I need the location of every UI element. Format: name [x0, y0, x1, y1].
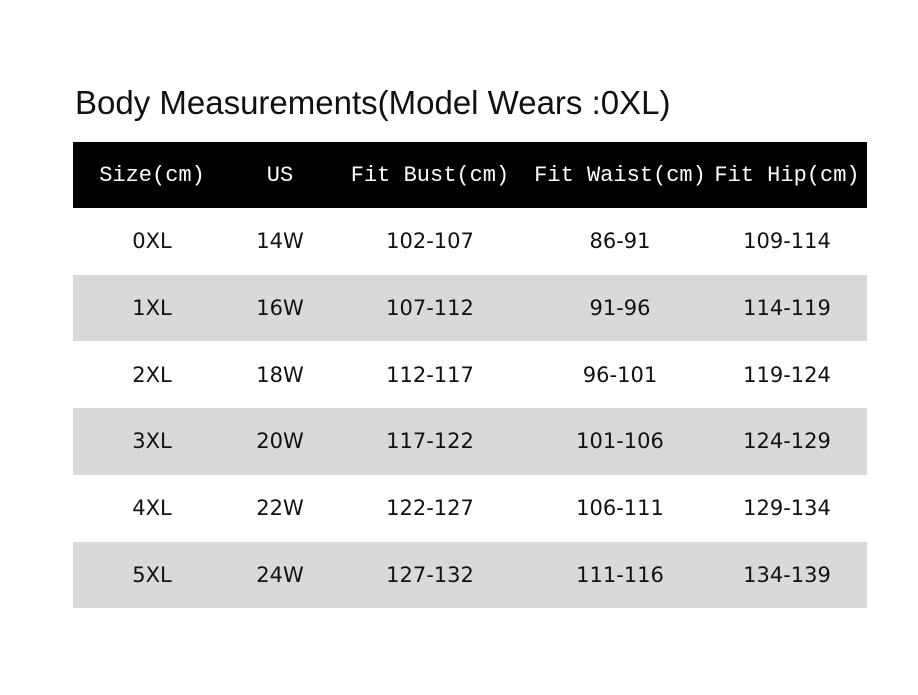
table-cell: 14W	[256, 229, 304, 254]
table-row: 0XL 14W 102-107 86-91 109-114	[73, 208, 867, 275]
header-cell: Size(cm)	[99, 162, 205, 188]
table-cell: 102-107	[386, 229, 474, 254]
table-cell: 109-114	[743, 229, 831, 254]
table-cell: 3XL	[132, 429, 172, 454]
table-row: 5XL 24W 127-132 111-116 134-139	[73, 541, 867, 609]
table-cell: 112-117	[386, 362, 474, 387]
table-row: 1XL 16W 107-112 91-96 114-119	[73, 274, 867, 342]
table-row: 2XL 18W 112-117 96-101 119-124	[73, 341, 867, 408]
table-cell: 16W	[256, 296, 304, 321]
table-cell: 5XL	[132, 562, 172, 587]
table-cell: 114-119	[743, 296, 831, 321]
table-cell: 129-134	[743, 496, 831, 521]
table-cell: 24W	[256, 562, 304, 587]
table-cell: 134-139	[743, 562, 831, 587]
chart-title: Body Measurements(Model Wears :0XL)	[75, 84, 671, 121]
table-cell: 117-122	[386, 429, 474, 454]
header-cell: Fit Waist(cm)	[534, 162, 706, 188]
header-cell: Fit Bust(cm)	[350, 162, 510, 188]
table-cell: 18W	[256, 362, 304, 387]
table-cell: 124-129	[743, 429, 831, 454]
table-cell: 22W	[256, 496, 304, 521]
table-cell: 101-106	[576, 429, 664, 454]
header-cell: Fit Hip(cm)	[714, 162, 860, 188]
table-cell: 91-96	[589, 296, 651, 321]
table-cell: 122-127	[386, 496, 474, 521]
table-cell: 4XL	[132, 496, 172, 521]
table-cell: 106-111	[576, 496, 664, 521]
table-cell: 107-112	[386, 296, 474, 321]
table-row: 3XL 20W 117-122 101-106 124-129	[73, 408, 867, 475]
table-row: 4XL 22W 122-127 106-111 129-134	[73, 475, 867, 542]
table-cell: 127-132	[386, 562, 474, 587]
table-cell: 111-116	[576, 562, 664, 587]
header-row: Size(cm) US Fit Bust(cm) Fit Waist(cm) Fit H…	[73, 142, 867, 208]
table-cell: 96-101	[582, 362, 658, 387]
table-cell: 2XL	[132, 362, 172, 387]
table-cell: 0XL	[132, 229, 172, 254]
table-cell: 119-124	[743, 362, 831, 387]
header-cell: US	[266, 162, 294, 188]
table-cell: 20W	[256, 429, 304, 454]
table-cell: 86-91	[589, 229, 651, 254]
table-cell: 1XL	[132, 296, 172, 321]
